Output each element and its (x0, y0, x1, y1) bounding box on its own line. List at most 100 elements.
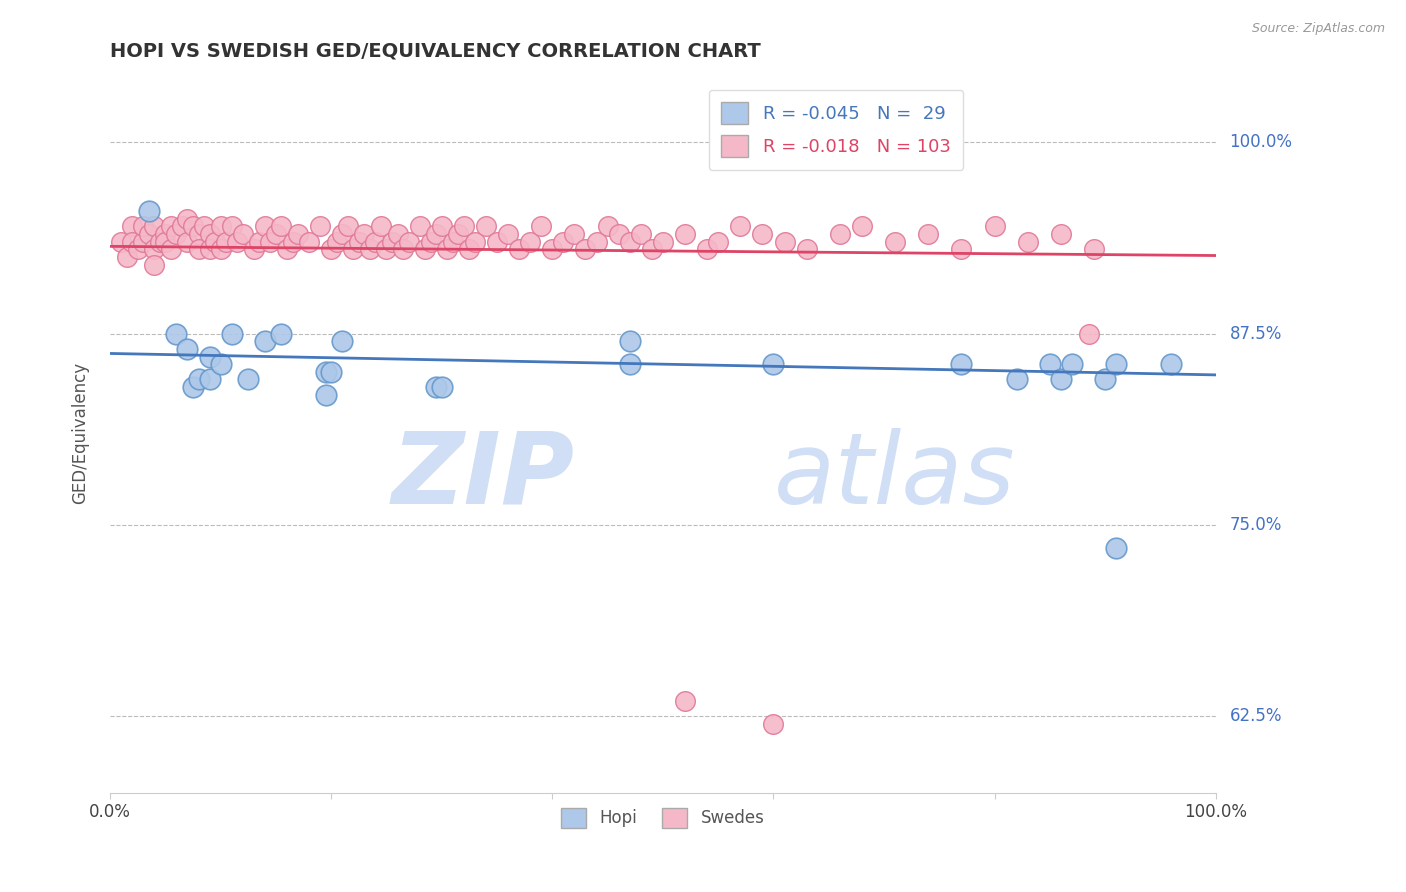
Point (619, 357, 641, 371)
Point (187, 372, 209, 386)
Point (751, 227, 773, 241)
Point (121, 219, 143, 234)
Point (458, 243, 481, 257)
Point (330, 334, 353, 349)
Point (347, 235, 370, 249)
Point (651, 235, 673, 249)
Point (315, 365, 337, 379)
Point (110, 235, 132, 249)
Text: HOPI VS SWEDISH GED/EQUIVALENCY CORRELATION CHART: HOPI VS SWEDISH GED/EQUIVALENCY CORRELAT… (110, 42, 761, 61)
Point (1017, 235, 1039, 249)
Point (1060, 357, 1083, 371)
Point (364, 235, 387, 249)
Point (127, 243, 149, 257)
Point (264, 227, 287, 241)
Point (619, 334, 641, 349)
Point (696, 243, 718, 257)
Point (1105, 541, 1128, 555)
Point (176, 342, 198, 356)
Point (447, 227, 470, 241)
Point (408, 219, 430, 234)
Point (187, 243, 209, 257)
Point (519, 235, 541, 249)
Point (1039, 357, 1062, 371)
Point (464, 235, 486, 249)
Point (149, 235, 172, 249)
Point (160, 243, 183, 257)
Point (187, 227, 209, 241)
Point (419, 235, 441, 249)
Point (209, 219, 232, 234)
Point (541, 243, 564, 257)
Point (321, 243, 343, 257)
Point (475, 219, 498, 234)
Point (370, 219, 392, 234)
Point (247, 235, 270, 249)
Point (574, 243, 596, 257)
Point (508, 243, 530, 257)
Point (983, 219, 1005, 234)
Point (619, 235, 641, 249)
Point (155, 227, 177, 241)
Point (673, 227, 696, 241)
Point (321, 365, 343, 379)
Point (176, 235, 198, 249)
Point (221, 326, 243, 341)
Point (425, 380, 447, 394)
Point (330, 227, 353, 241)
Point (1050, 372, 1073, 386)
Point (1077, 326, 1099, 341)
Point (209, 243, 232, 257)
Point (1094, 372, 1116, 386)
Point (253, 219, 276, 234)
Point (796, 243, 818, 257)
Point (138, 204, 160, 219)
Point (1050, 227, 1073, 241)
Point (730, 219, 752, 234)
Point (238, 372, 260, 386)
Point (198, 350, 221, 364)
Point (143, 243, 166, 257)
Point (143, 258, 166, 272)
Point (375, 243, 398, 257)
Point (441, 235, 464, 249)
Text: 87.5%: 87.5% (1230, 325, 1282, 343)
Text: atlas: atlas (773, 427, 1015, 524)
Point (486, 235, 509, 249)
Text: 100.0%: 100.0% (1230, 133, 1292, 152)
Point (1005, 372, 1028, 386)
Point (198, 372, 221, 386)
Point (673, 694, 696, 708)
Point (530, 219, 553, 234)
Point (1083, 243, 1105, 257)
Point (232, 227, 254, 241)
Point (253, 334, 276, 349)
Point (1105, 357, 1128, 371)
Point (270, 219, 292, 234)
Point (309, 219, 332, 234)
Point (413, 243, 436, 257)
Point (353, 227, 375, 241)
Point (165, 326, 187, 341)
Point (121, 235, 143, 249)
Point (917, 227, 939, 241)
Point (453, 219, 475, 234)
Legend: Hopi, Swedes: Hopi, Swedes (554, 801, 772, 835)
Point (204, 235, 226, 249)
Point (564, 227, 586, 241)
Point (270, 326, 292, 341)
Point (342, 243, 364, 257)
Point (553, 235, 575, 249)
Point (607, 227, 630, 241)
Y-axis label: GED/Equivalency: GED/Equivalency (72, 362, 89, 504)
Point (436, 243, 458, 257)
Point (181, 380, 204, 394)
Point (950, 243, 973, 257)
Point (221, 219, 243, 234)
Point (884, 235, 907, 249)
Point (160, 219, 183, 234)
Point (762, 716, 785, 731)
Point (707, 235, 730, 249)
Point (165, 227, 187, 241)
Point (425, 227, 447, 241)
